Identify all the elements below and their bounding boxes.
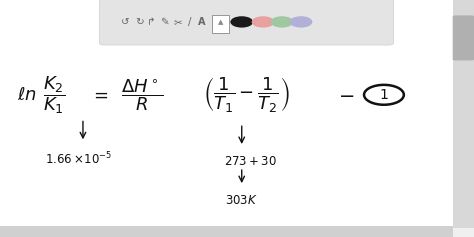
Circle shape [271, 16, 293, 28]
FancyBboxPatch shape [453, 0, 474, 228]
Text: ↻: ↻ [136, 17, 144, 27]
Text: /: / [188, 17, 191, 27]
Text: $\ell n$: $\ell n$ [17, 86, 36, 104]
Circle shape [252, 16, 274, 28]
Text: $1.66\times\!10^{-5}$: $1.66\times\!10^{-5}$ [45, 150, 112, 167]
Text: ↱: ↱ [147, 17, 156, 27]
FancyBboxPatch shape [100, 0, 393, 45]
FancyBboxPatch shape [0, 226, 453, 237]
Text: $\dfrac{K_2}{K_1}$: $\dfrac{K_2}{K_1}$ [43, 74, 66, 116]
Text: ▲: ▲ [218, 19, 224, 25]
Text: $273+30$: $273+30$ [224, 155, 277, 168]
Circle shape [230, 16, 253, 28]
FancyBboxPatch shape [453, 15, 474, 60]
Text: ✂: ✂ [173, 17, 182, 27]
FancyBboxPatch shape [0, 0, 453, 228]
Text: A: A [198, 17, 205, 27]
Text: $\left(\dfrac{1}{T_1} - \dfrac{1}{T_2}\right)$: $\left(\dfrac{1}{T_1} - \dfrac{1}{T_2}\r… [203, 75, 290, 114]
Text: $1$: $1$ [379, 88, 389, 102]
Text: $-$: $-$ [338, 86, 354, 104]
Text: ↺: ↺ [121, 17, 130, 27]
Text: $\dfrac{\Delta H^\circ}{R}$: $\dfrac{\Delta H^\circ}{R}$ [121, 77, 164, 113]
Text: $=$: $=$ [90, 86, 109, 104]
Text: ✎: ✎ [161, 17, 169, 27]
Circle shape [290, 16, 312, 28]
Text: $303K$: $303K$ [225, 194, 258, 207]
FancyBboxPatch shape [212, 15, 229, 33]
